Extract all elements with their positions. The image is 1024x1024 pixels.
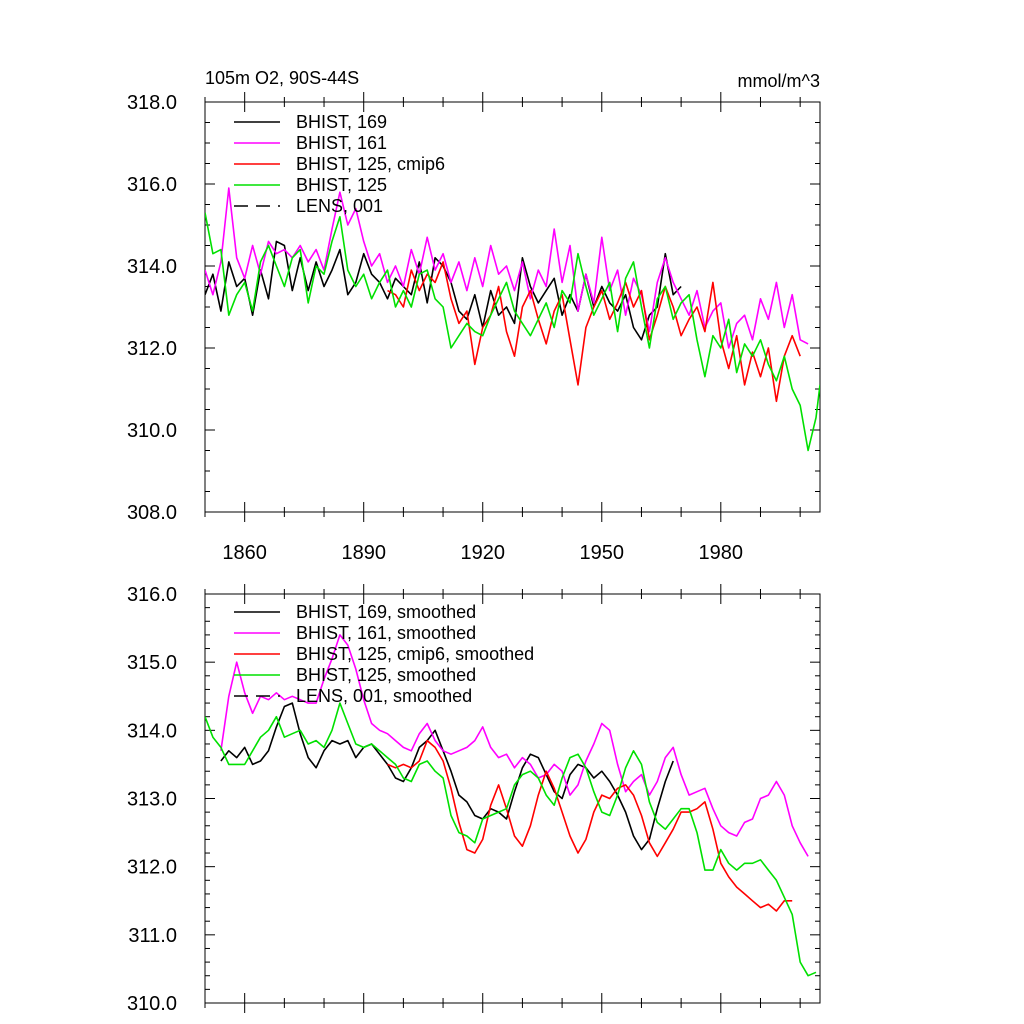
y-tick-label: 316.0 bbox=[127, 174, 177, 196]
legend-label: LENS, 001, smoothed bbox=[296, 686, 472, 706]
y-tick-label: 315.0 bbox=[127, 652, 177, 674]
y-tick-label: 318.0 bbox=[127, 92, 177, 114]
series-line-0 bbox=[205, 240, 682, 341]
y-tick-label: 314.0 bbox=[127, 720, 177, 742]
y-tick-label: 314.0 bbox=[127, 256, 177, 278]
legend-label: BHIST, 125, smoothed bbox=[296, 665, 476, 685]
series-line-3 bbox=[205, 702, 817, 977]
x-tick-label: 1920 bbox=[460, 542, 505, 564]
top-panel: 105m O2, 90S-44S mmol/m^3 308.0 310.0 312.… bbox=[127, 68, 821, 564]
x-tick-label: 1950 bbox=[580, 542, 625, 564]
series-line-2 bbox=[387, 739, 793, 912]
legend-label: BHIST, 161 bbox=[296, 133, 387, 153]
x-tick-label: 1890 bbox=[341, 542, 386, 564]
series-line-1 bbox=[205, 187, 809, 349]
top-title-right: mmol/m^3 bbox=[738, 71, 820, 91]
bottom-panel: 310.0 311.0 312.0 313.0 314.0 315.0 316.0 BHIST… bbox=[127, 584, 821, 1015]
legend-label: BHIST, 161, smoothed bbox=[296, 623, 476, 643]
y-tick-label: 316.0 bbox=[127, 584, 177, 606]
legend-label: BHIST, 125, cmip6 bbox=[296, 154, 445, 174]
y-tick-label: 313.0 bbox=[127, 789, 177, 811]
legend-label: BHIST, 169 bbox=[296, 112, 387, 132]
y-tick-label: 310.0 bbox=[127, 993, 177, 1015]
y-tick-label: 312.0 bbox=[127, 338, 177, 360]
bottom-plot-area: 310.0 311.0 312.0 313.0 314.0 315.0 316.0 BHIST… bbox=[127, 584, 821, 1015]
legend-label: BHIST, 125 bbox=[296, 175, 387, 195]
y-tick-label: 312.0 bbox=[127, 857, 177, 879]
x-tick-label: 1860 bbox=[222, 542, 267, 564]
legend-label: LENS, 001 bbox=[296, 196, 383, 216]
x-tick-label: 1980 bbox=[699, 542, 744, 564]
top-title-left: 105m O2, 90S-44S bbox=[205, 68, 359, 88]
series-line-0 bbox=[220, 702, 674, 851]
y-tick-label: 308.0 bbox=[127, 502, 177, 524]
legend-label: BHIST, 169, smoothed bbox=[296, 602, 476, 622]
y-tick-label: 310.0 bbox=[127, 420, 177, 442]
series-line-2 bbox=[387, 261, 801, 403]
y-tick-label: 311.0 bbox=[128, 925, 177, 947]
series-line-3 bbox=[205, 212, 820, 452]
series-line-1 bbox=[220, 634, 809, 857]
legend-label: BHIST, 125, cmip6, smoothed bbox=[296, 644, 534, 664]
top-plot-area: 308.0 310.0 312.0 314.0 316.0 318.0 1860 1890 19… bbox=[127, 92, 821, 564]
